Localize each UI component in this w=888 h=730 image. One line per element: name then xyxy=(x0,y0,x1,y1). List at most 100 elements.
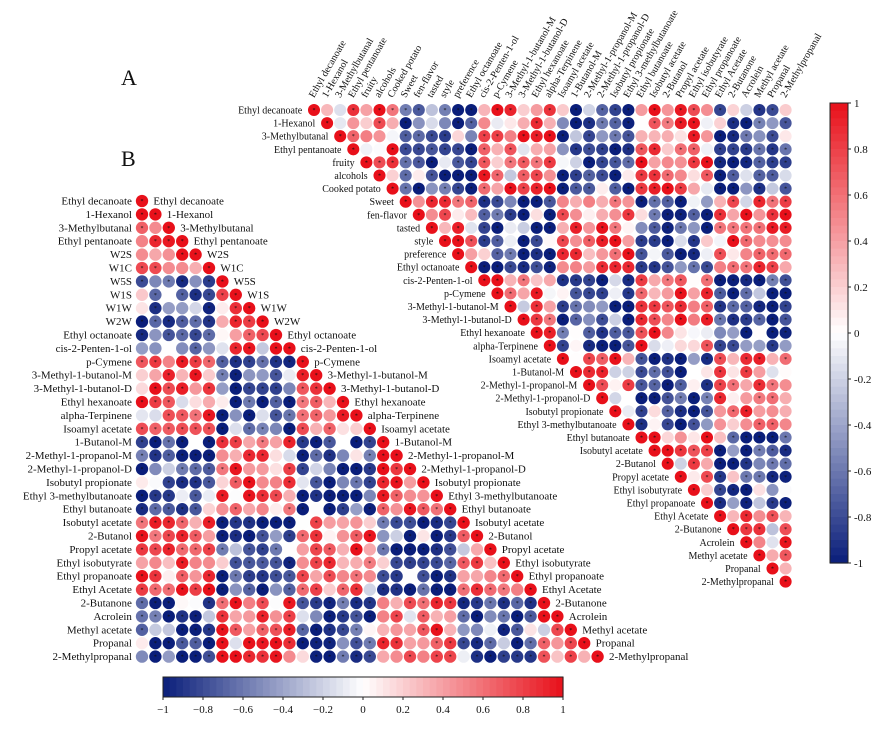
corr-cell xyxy=(202,369,216,382)
significance-marker: * xyxy=(154,427,157,433)
significance-marker: * xyxy=(194,427,197,433)
corr-cell xyxy=(176,529,189,543)
corr-cell xyxy=(256,570,269,583)
significance-marker: * xyxy=(719,252,722,258)
corr-cell xyxy=(543,221,556,234)
significance-marker: * xyxy=(288,480,291,486)
corr-cell xyxy=(162,302,175,315)
significance-marker: * xyxy=(706,318,709,324)
corr-cell xyxy=(766,274,779,287)
significance-marker: * xyxy=(666,187,669,193)
corr-cell xyxy=(149,529,162,543)
corr-cell xyxy=(687,274,700,287)
significance-marker: * xyxy=(692,213,695,219)
significance-marker: * xyxy=(275,547,278,553)
corr-cell xyxy=(740,352,753,365)
corr-cell xyxy=(556,326,569,339)
corr-cell xyxy=(243,610,256,623)
significance-marker: * xyxy=(745,462,748,468)
significance-marker: * xyxy=(288,440,291,446)
significance-marker: * xyxy=(261,628,264,634)
corr-cell xyxy=(648,117,661,130)
colorbar-segment xyxy=(830,501,848,510)
diagonal-label: 2-Methyl-1-propanol-D xyxy=(421,464,526,476)
significance-marker: * xyxy=(588,121,591,127)
corr-cell xyxy=(162,462,175,476)
corr-cell xyxy=(323,570,336,583)
corr-cell xyxy=(216,328,229,342)
corr-cell xyxy=(753,510,766,523)
corr-cell xyxy=(430,596,443,610)
significance-marker: * xyxy=(640,160,643,166)
colorbar-segment xyxy=(830,363,848,372)
significance-marker: * xyxy=(679,252,682,258)
corr-cell xyxy=(661,300,674,313)
row-label: Methyl acetate xyxy=(67,624,132,636)
significance-marker: * xyxy=(368,561,371,567)
panel-a-letter: A xyxy=(121,65,137,90)
corr-cell xyxy=(609,392,622,405)
corr-cell xyxy=(229,596,242,610)
significance-marker: * xyxy=(561,357,564,363)
significance-marker: * xyxy=(535,252,538,258)
corr-cell xyxy=(390,556,403,569)
significance-marker: * xyxy=(601,357,604,363)
significance-marker: * xyxy=(679,318,682,324)
colorbar-segment xyxy=(363,677,371,697)
significance-marker: * xyxy=(627,160,630,166)
corr-cell xyxy=(323,395,336,409)
corr-cell xyxy=(497,556,510,569)
corr-cell xyxy=(674,352,687,365)
corr-cell xyxy=(648,274,661,287)
corr-cell xyxy=(674,274,687,287)
significance-marker: * xyxy=(435,494,438,500)
significance-marker: * xyxy=(666,278,669,284)
corr-cell xyxy=(543,156,556,169)
colorbar-tick-label: 1 xyxy=(560,704,566,716)
corr-cell xyxy=(609,287,622,300)
significance-marker: * xyxy=(409,467,412,473)
corr-cell xyxy=(578,650,591,663)
significance-marker: * xyxy=(141,588,144,594)
corr-cell xyxy=(336,596,350,610)
corr-cell xyxy=(189,556,202,569)
corr-cell xyxy=(674,169,687,182)
significance-marker: * xyxy=(529,601,532,607)
significance-marker: * xyxy=(368,467,371,473)
significance-marker: * xyxy=(382,588,385,594)
significance-marker: * xyxy=(368,655,371,661)
corr-cell xyxy=(135,382,149,395)
significance-marker: * xyxy=(692,147,695,153)
colorbar-segment xyxy=(309,677,317,697)
significance-marker: * xyxy=(719,501,722,507)
corr-cell xyxy=(452,182,465,195)
significance-marker: * xyxy=(355,614,358,620)
significance-marker: * xyxy=(181,333,184,339)
corr-cell xyxy=(753,143,766,156)
corr-cell xyxy=(229,302,242,315)
significance-marker: * xyxy=(409,547,412,553)
corr-cell xyxy=(661,418,674,431)
diagonal-label: alpha-Terpinene xyxy=(368,410,439,422)
corr-cell xyxy=(740,169,753,182)
significance-marker: * xyxy=(154,601,157,607)
corr-cell xyxy=(465,182,478,195)
diagonal-label: W1C xyxy=(220,263,243,275)
significance-marker: * xyxy=(462,588,465,594)
corr-cell xyxy=(556,274,569,287)
corr-cell xyxy=(753,130,766,143)
significance-marker: * xyxy=(758,278,761,284)
significance-marker: * xyxy=(444,239,447,245)
corr-cell xyxy=(766,431,779,444)
significance-marker: * xyxy=(627,252,630,258)
significance-marker: * xyxy=(529,588,532,594)
row-label: Ethyl Acetate xyxy=(72,584,132,596)
corr-cell xyxy=(661,392,674,405)
significance-marker: * xyxy=(248,427,251,433)
significance-marker: * xyxy=(509,291,512,297)
corr-cell xyxy=(363,529,376,543)
corr-cell xyxy=(176,328,189,342)
significance-marker: * xyxy=(758,396,761,402)
corr-cell xyxy=(556,143,569,156)
row-label: Ethyl decanoate xyxy=(61,196,132,208)
